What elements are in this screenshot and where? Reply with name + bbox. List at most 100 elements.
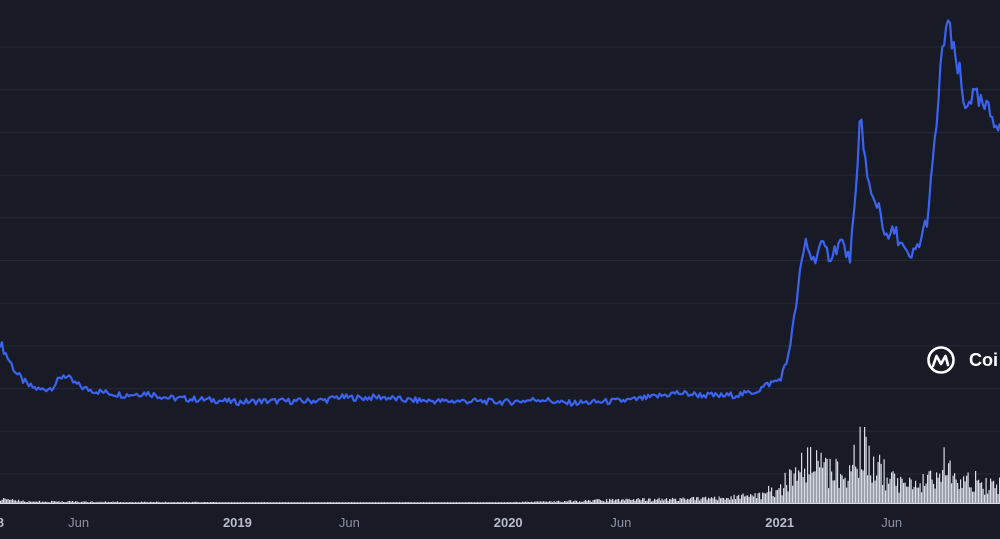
volume-bar [135,502,137,503]
volume-bar [598,499,600,503]
volume-bar [103,501,105,503]
volume-bar [853,444,855,503]
volume-bar [39,500,41,503]
volume-bar [942,470,944,503]
volume-bar [691,497,693,503]
volume-bar [174,502,176,503]
volume-bar [967,472,969,503]
volume-bar [184,502,186,503]
volume-bar [871,482,873,503]
volume-bar [373,502,375,503]
volume-bar [667,501,669,503]
volume-bar [645,501,647,503]
volume-bar [504,502,506,503]
volume-bar [316,502,318,503]
volume-bar [424,502,426,503]
volume-bar [430,502,432,503]
volume-bar [142,502,144,503]
volume-bar [759,492,761,503]
volume-bar [745,495,747,503]
volume-bar [772,496,774,503]
volume-bar [697,497,699,503]
volume-bar [145,501,147,503]
volume-bar [202,502,204,503]
volume-bar [952,475,954,503]
volume-bar [586,501,588,503]
volume-bar [367,502,369,503]
volume-bar [915,480,917,503]
volume-bar [714,496,716,503]
volume-bar [36,501,38,503]
volume-bar [661,498,663,503]
volume-bar [787,491,789,503]
volume-bar [150,501,152,503]
volume-bar [210,502,212,503]
volume-bar [694,500,696,503]
volume-bar [642,498,644,503]
volume-bar [834,480,836,503]
volume-bar [543,501,545,503]
volume-bar [258,502,260,503]
volume-bar [340,502,342,503]
volume-bar [492,502,494,503]
volume-bar [37,501,39,503]
volume-bar [718,496,720,503]
volume-bar [544,501,546,503]
volume-bar [349,502,351,503]
x-tick-label: 2020 [494,515,523,530]
volume-bar [480,502,482,503]
volume-bar [247,502,249,503]
volume-bar [679,498,681,503]
volume-bar [747,495,749,503]
volume-bar [1,499,3,503]
volume-bar [246,502,248,503]
volume-bar [442,502,444,503]
volume-bar [79,502,81,503]
volume-bar [124,502,126,503]
volume-bar [13,500,15,503]
volume-bar [439,502,441,503]
volume-bar [978,479,980,503]
volume-bar [243,502,245,503]
volume-bar [922,474,924,503]
volume-bar [34,501,36,503]
volume-bar [409,502,411,503]
volume-bar [669,499,671,503]
volume-bar [172,502,174,503]
volume-bar [972,491,974,503]
volume-bar [469,502,471,503]
volume-bar [312,502,314,503]
volume-bar [76,501,78,503]
volume-bar [235,502,237,503]
volume-bar [948,463,950,503]
volume-bar [109,502,111,503]
volume-bar [102,502,104,503]
volume-bar [180,502,182,503]
volume-bar [48,502,50,503]
volume-bar [144,501,146,503]
volume-bar [241,502,243,503]
volume-bar [681,498,683,503]
volume-bar [729,499,731,503]
volume-bar [702,497,704,503]
volume-bar [774,497,776,503]
volume-bar [414,502,416,503]
volume-bar [322,502,324,503]
volume-bar [477,502,479,503]
volume-bar [658,497,660,503]
volume-bar [835,458,837,503]
volume-bar [607,501,609,503]
volume-bar [192,501,194,503]
volume-bar [852,464,854,503]
volume-bar [42,501,44,503]
volume-bar [403,502,405,503]
x-tick-label: 2019 [223,515,252,530]
volume-bar [664,499,666,503]
volume-bar [220,502,222,503]
volume-bar [85,501,87,503]
volume-bar [153,502,155,503]
volume-bar [523,501,525,503]
volume-bar [567,501,569,503]
volume-bar [495,502,497,503]
volume-bar [234,502,236,503]
